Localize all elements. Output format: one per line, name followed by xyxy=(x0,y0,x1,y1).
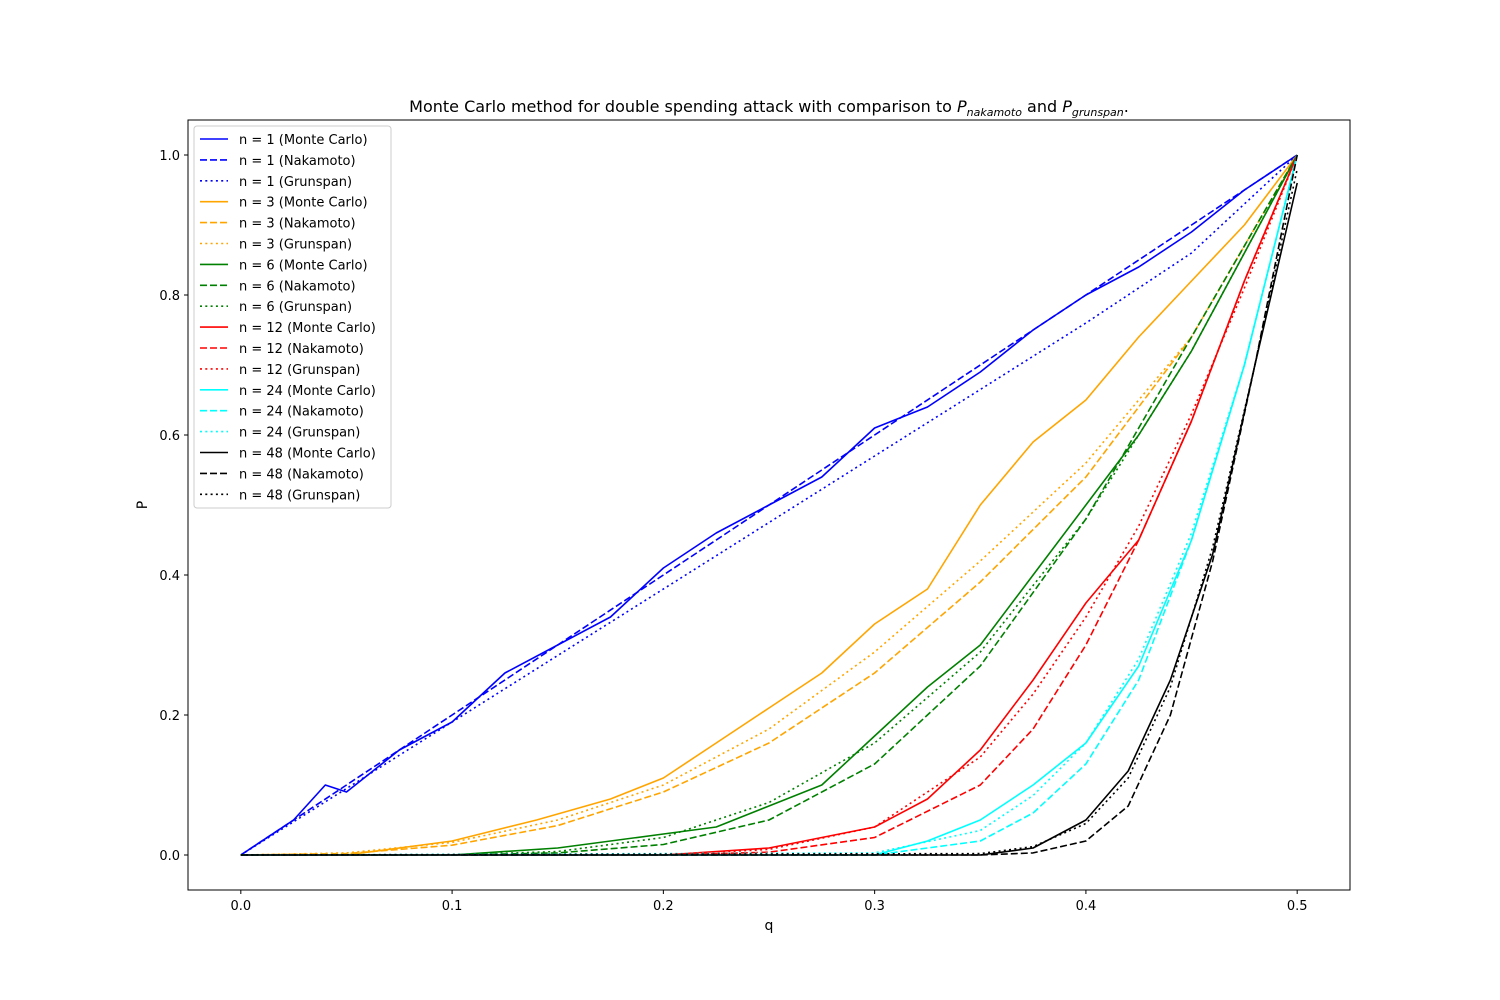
legend-label-1: n = 1 (Nakamoto) xyxy=(239,154,356,169)
chart-title: Monte Carlo method for double spending a… xyxy=(409,97,1129,119)
series-line-2 xyxy=(240,154,1298,856)
y-tick-label: 0.8 xyxy=(159,289,180,304)
series-line-11 xyxy=(240,154,1298,856)
legend: n = 1 (Monte Carlo) n = 1 (Nakamoto) n = 1… xyxy=(193,125,392,509)
x-tick-label: 0.4 xyxy=(1076,899,1097,914)
legend-label-5: n = 3 (Grunspan) xyxy=(239,238,352,253)
legend-entries: n = 1 (Monte Carlo) n = 1 (Nakamoto) n = 1… xyxy=(200,133,376,503)
legend-label-4: n = 3 (Nakamoto) xyxy=(239,217,356,232)
legend-label-14: n = 24 (Grunspan) xyxy=(239,426,360,441)
series-line-15 xyxy=(240,182,1298,856)
legend-label-15: n = 48 (Monte Carlo) xyxy=(239,447,376,462)
series-line-5 xyxy=(240,154,1298,856)
x-tick-label: 0.1 xyxy=(442,899,463,914)
legend-label-0: n = 1 (Monte Carlo) xyxy=(239,133,368,148)
x-axis-ticks: 0.0 0.1 0.2 0.3 0.4 0.5 xyxy=(230,890,1308,914)
legend-label-10: n = 12 (Nakamoto) xyxy=(239,342,364,357)
x-tick-label: 0.3 xyxy=(864,899,885,914)
x-tick-label: 0.0 xyxy=(230,899,251,914)
series-line-8 xyxy=(240,154,1298,856)
x-tick-label: 0.5 xyxy=(1287,899,1308,914)
y-axis-label: P xyxy=(135,501,151,509)
legend-label-6: n = 6 (Monte Carlo) xyxy=(239,258,368,273)
y-axis-ticks: 0.0 0.2 0.4 0.6 0.8 1.0 xyxy=(159,149,188,864)
series-line-3 xyxy=(240,154,1298,856)
y-tick-label: 0.6 xyxy=(159,429,180,444)
x-tick-label: 0.2 xyxy=(653,899,674,914)
series-line-7 xyxy=(240,154,1298,856)
legend-label-12: n = 24 (Monte Carlo) xyxy=(239,384,376,399)
y-tick-label: 0.0 xyxy=(159,849,180,864)
plot-area: 0.0 0.1 0.2 0.3 0.4 0.5 0.0 0.2 0.4 0.6 0.8 1.0 xyxy=(159,119,1351,914)
series-line-0 xyxy=(240,154,1298,856)
series-line-4 xyxy=(240,154,1298,856)
x-axis-label: q xyxy=(765,918,774,934)
series-line-1 xyxy=(240,154,1298,856)
legend-label-3: n = 3 (Monte Carlo) xyxy=(239,196,368,211)
series-layer xyxy=(240,154,1298,856)
y-tick-label: 0.4 xyxy=(159,569,180,584)
series-line-16 xyxy=(240,154,1298,856)
series-line-17 xyxy=(240,168,1298,856)
y-tick-label: 0.2 xyxy=(159,709,180,724)
axes-frame xyxy=(187,119,1351,891)
legend-label-9: n = 12 (Monte Carlo) xyxy=(239,321,376,336)
legend-label-13: n = 24 (Nakamoto) xyxy=(239,405,364,420)
legend-label-2: n = 1 (Grunspan) xyxy=(239,175,352,190)
legend-label-8: n = 6 (Grunspan) xyxy=(239,300,352,315)
legend-label-7: n = 6 (Nakamoto) xyxy=(239,279,356,294)
legend-label-17: n = 48 (Grunspan) xyxy=(239,488,360,503)
y-tick-label: 1.0 xyxy=(159,149,180,164)
legend-box xyxy=(193,125,392,509)
legend-label-16: n = 48 (Nakamoto) xyxy=(239,467,364,482)
legend-label-11: n = 12 (Grunspan) xyxy=(239,363,360,378)
